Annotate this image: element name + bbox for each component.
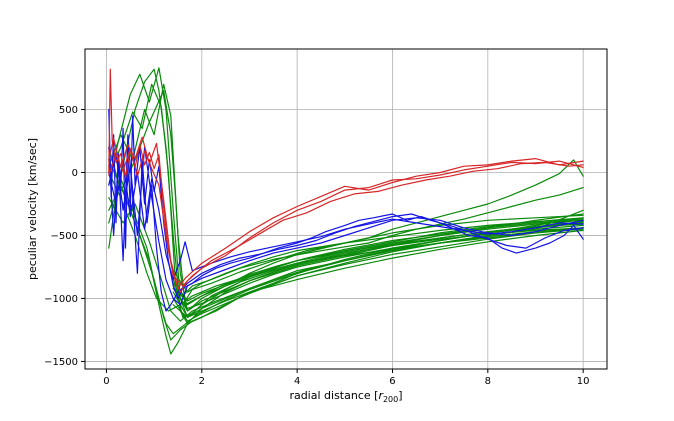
- green-series-line: [108, 89, 584, 312]
- y-tick-label: −1500: [44, 357, 78, 368]
- y-axis-label: peculiar velocity [km/sec]: [26, 138, 39, 280]
- x-tick-label: 4: [294, 376, 300, 387]
- ticks: 0 2 4 6 8 10 500 0 −500 −1000 −1500: [44, 105, 589, 387]
- green-series-line: [172, 159, 584, 306]
- red-series-line: [108, 136, 584, 289]
- green-series-line: [172, 222, 584, 302]
- green-series-line: [172, 229, 584, 318]
- green-series-line: [108, 83, 584, 306]
- x-tick-label: 2: [199, 376, 205, 387]
- green-series-line: [172, 213, 584, 312]
- x-tick-label: 8: [485, 376, 491, 387]
- y-tick-label: 0: [72, 168, 78, 179]
- y-tick-label: 500: [59, 105, 78, 116]
- plot-frame: [84, 48, 608, 370]
- blue-series-line: [108, 146, 584, 306]
- green-series-line: [108, 83, 584, 318]
- x-axis-label: radial distance [r200]: [289, 389, 402, 404]
- x-tick-label: 6: [389, 376, 395, 387]
- x-tick-label: 10: [577, 376, 590, 387]
- y-tick-label: −1000: [44, 294, 78, 305]
- green-series-line: [172, 209, 584, 318]
- red-series-line: [108, 147, 584, 287]
- series-group: [108, 67, 584, 355]
- green-series-line: [172, 218, 584, 293]
- blue-series-line: [108, 159, 584, 281]
- y-tick-label: −500: [51, 231, 78, 242]
- x-tick-label: 0: [103, 376, 109, 387]
